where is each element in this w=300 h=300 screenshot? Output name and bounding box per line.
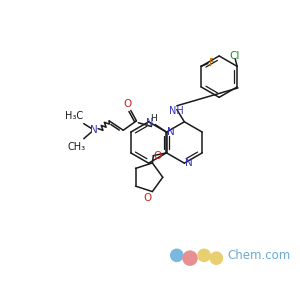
Text: N: N bbox=[167, 127, 175, 137]
Circle shape bbox=[198, 249, 210, 262]
Text: CH₃: CH₃ bbox=[67, 142, 85, 152]
Circle shape bbox=[210, 252, 222, 264]
Text: Cl: Cl bbox=[229, 51, 239, 61]
Text: O: O bbox=[124, 99, 132, 109]
Circle shape bbox=[183, 251, 197, 265]
Text: F: F bbox=[208, 58, 214, 68]
Text: NH: NH bbox=[169, 106, 184, 116]
Text: O: O bbox=[143, 193, 152, 203]
Text: N: N bbox=[146, 118, 153, 128]
Circle shape bbox=[171, 249, 183, 262]
Text: N: N bbox=[90, 125, 98, 135]
Text: H₃C: H₃C bbox=[65, 111, 83, 121]
Text: N: N bbox=[185, 158, 193, 168]
Text: H: H bbox=[150, 115, 157, 124]
Text: O: O bbox=[153, 151, 161, 160]
Text: Chem.com: Chem.com bbox=[228, 249, 291, 262]
